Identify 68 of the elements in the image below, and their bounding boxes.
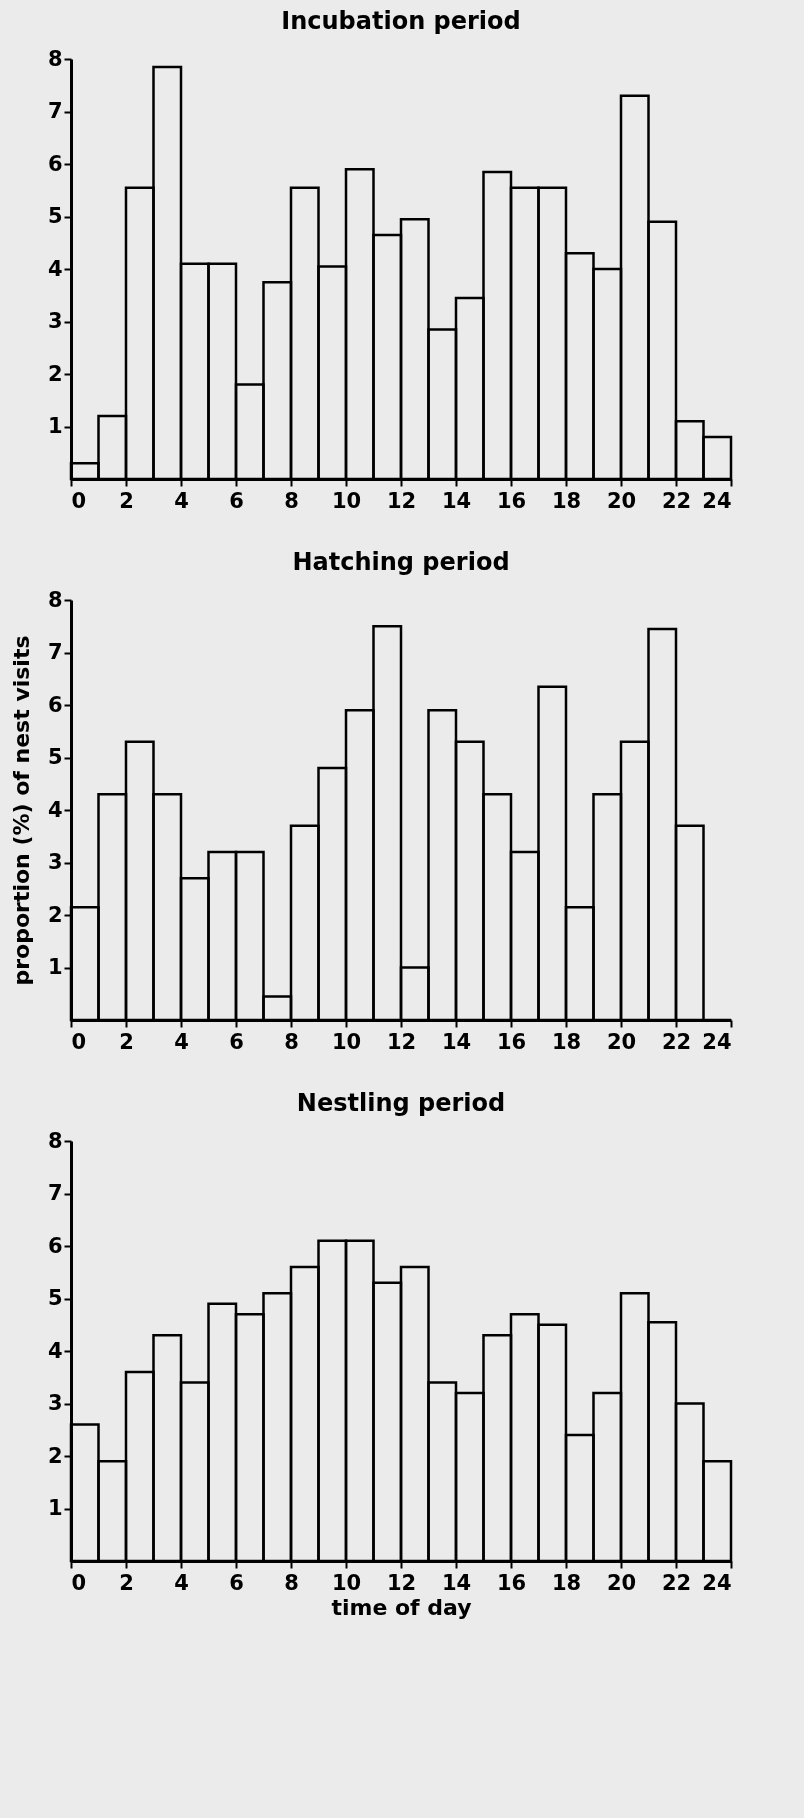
- y-tick-label: 5: [47, 204, 63, 228]
- x-tick-label: 24: [702, 1570, 732, 1595]
- x-tick-label: 10: [331, 488, 362, 513]
- y-tick-label: 6: [47, 1233, 63, 1258]
- x-tick-label: 14: [441, 1029, 472, 1054]
- y-tick-label: 7: [47, 99, 63, 123]
- x-tick-label: 6: [229, 1570, 244, 1595]
- x-tick-label: 2: [119, 1570, 134, 1595]
- y-tick-label: 4: [47, 1338, 63, 1363]
- x-tick-label: 4: [174, 1029, 189, 1054]
- x-tick-label: 0: [71, 1029, 87, 1054]
- y-tick-label: 2: [47, 1443, 63, 1468]
- x-tick-label: 8: [284, 1029, 299, 1054]
- y-tick-label: 4: [47, 797, 63, 822]
- y-tick-label: 3: [47, 309, 63, 333]
- y-tick-label: 7: [47, 1181, 63, 1205]
- y-tick-label: 6: [47, 692, 63, 717]
- x-tick-label: 12: [386, 1570, 417, 1595]
- y-tick-label: 7: [47, 640, 63, 664]
- x-axis-title: time of day: [331, 1594, 472, 1620]
- x-tick-label: 4: [174, 1570, 189, 1595]
- x-tick-label: 16: [496, 1570, 527, 1595]
- y-tick-label: 8: [47, 1128, 63, 1153]
- x-tick-label: 18: [551, 1029, 582, 1054]
- chart-title: Hatching period: [292, 548, 510, 576]
- y-tick-label: 1: [47, 1496, 63, 1520]
- chart-title: Nestling period: [296, 1089, 506, 1117]
- y-tick-label: 3: [47, 850, 63, 874]
- x-tick-label: 20: [606, 1029, 637, 1054]
- y-tick-label: 6: [47, 151, 63, 176]
- y-tick-label: 1: [47, 955, 63, 979]
- chart-title: Incubation period: [281, 7, 521, 35]
- x-tick-label: 8: [284, 1570, 299, 1595]
- x-tick-label: 4: [174, 488, 189, 513]
- x-tick-label: 22: [661, 1029, 692, 1054]
- y-tick-label: 1: [47, 414, 63, 438]
- x-tick-label: 22: [661, 1570, 692, 1595]
- y-axis-title: proportion (%) of nest visits: [8, 635, 34, 986]
- x-tick-label: 10: [331, 1029, 362, 1054]
- x-tick-label: 6: [229, 1029, 244, 1054]
- x-tick-label: 24: [702, 488, 732, 513]
- x-tick-label: 8: [284, 488, 299, 513]
- x-tick-label: 0: [71, 1570, 87, 1595]
- y-tick-label: 4: [47, 256, 63, 281]
- x-tick-label: 22: [661, 488, 692, 513]
- x-tick-label: 10: [331, 1570, 362, 1595]
- x-tick-label: 2: [119, 1029, 134, 1054]
- y-tick-label: 8: [47, 587, 63, 612]
- x-tick-label: 14: [441, 1570, 472, 1595]
- x-tick-label: 0: [71, 488, 87, 513]
- x-tick-label: 2: [119, 488, 134, 513]
- x-tick-label: 12: [386, 488, 417, 513]
- x-tick-label: 24: [702, 1029, 732, 1054]
- x-tick-label: 16: [496, 1029, 527, 1054]
- y-tick-label: 2: [47, 902, 63, 927]
- x-tick-label: 16: [496, 488, 527, 513]
- x-tick-label: 14: [441, 488, 472, 513]
- x-tick-label: 18: [551, 488, 582, 513]
- y-tick-label: 5: [47, 1286, 63, 1310]
- x-tick-label: 20: [606, 488, 637, 513]
- y-tick-label: 8: [47, 46, 63, 71]
- y-tick-label: 3: [47, 1391, 63, 1415]
- x-tick-label: 12: [386, 1029, 417, 1054]
- y-tick-label: 2: [47, 361, 63, 386]
- y-tick-label: 5: [47, 745, 63, 769]
- x-tick-label: 18: [551, 1570, 582, 1595]
- x-tick-label: 6: [229, 488, 244, 513]
- x-tick-label: 20: [606, 1570, 637, 1595]
